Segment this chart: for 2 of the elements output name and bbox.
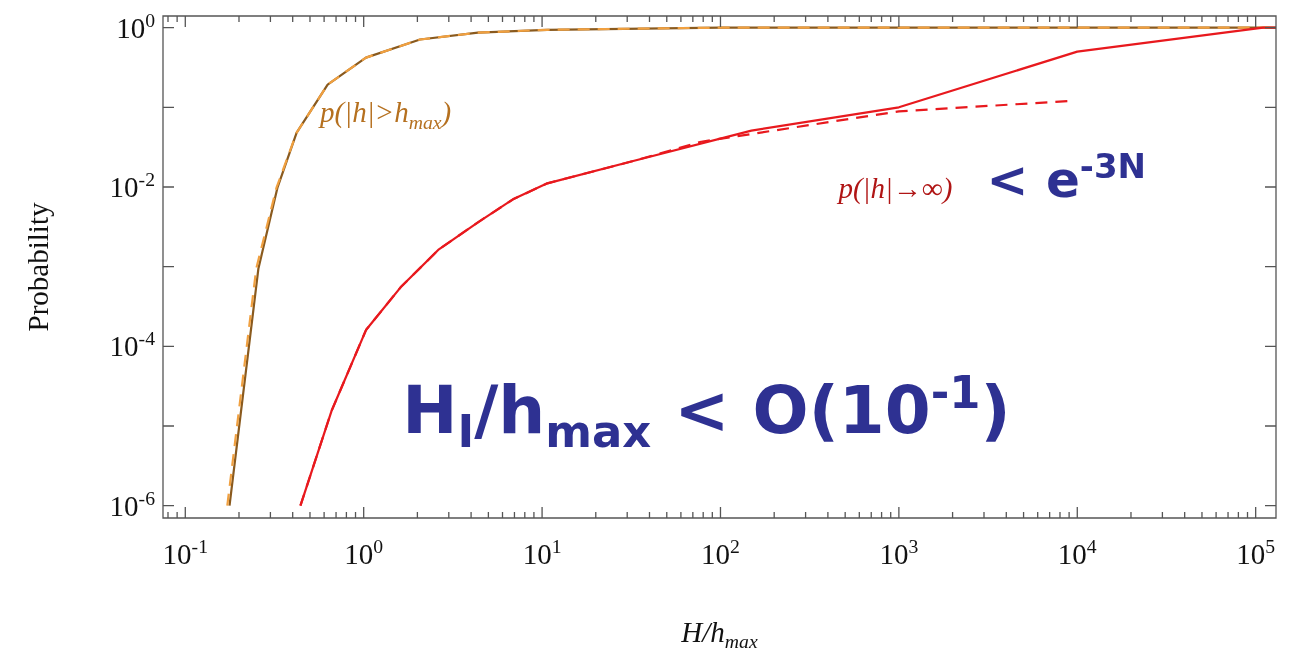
y-axis-title: Probability (22, 202, 54, 332)
annotation: p(|h|→∞) (836, 171, 953, 205)
